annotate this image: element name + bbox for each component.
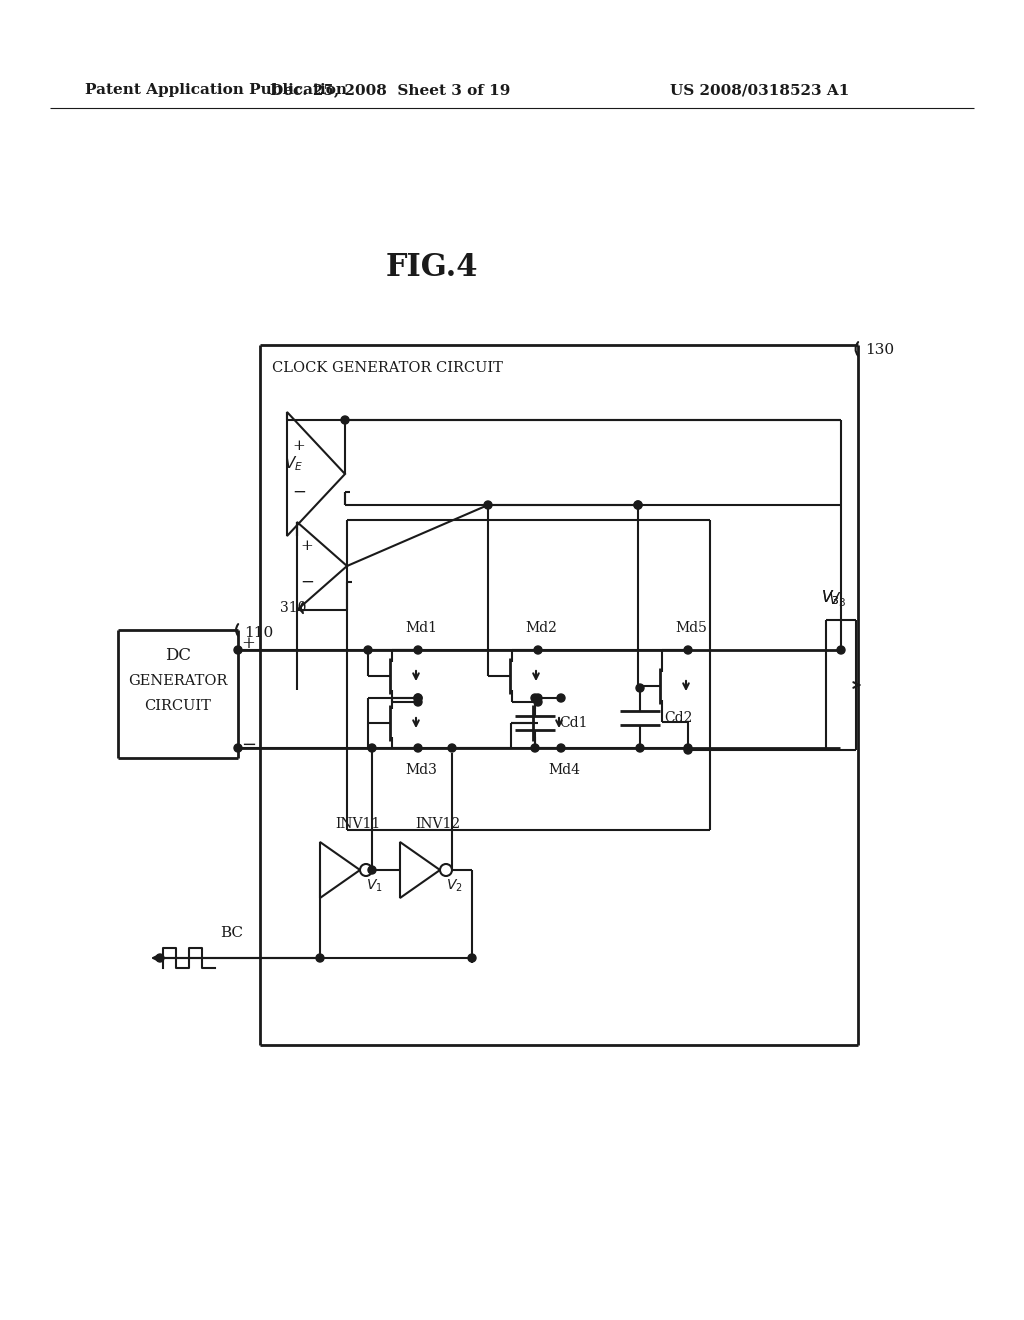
Text: Md3: Md3 xyxy=(406,763,437,777)
Circle shape xyxy=(368,866,376,874)
Circle shape xyxy=(234,645,242,653)
Text: −: − xyxy=(241,737,256,754)
Text: Patent Application Publication: Patent Application Publication xyxy=(85,83,347,96)
Circle shape xyxy=(636,684,644,692)
Text: +: + xyxy=(241,635,255,652)
Text: Md4: Md4 xyxy=(548,763,580,777)
Circle shape xyxy=(364,645,372,653)
Circle shape xyxy=(414,744,422,752)
Text: −: − xyxy=(300,573,314,590)
Text: $V_E$: $V_E$ xyxy=(284,454,303,474)
Circle shape xyxy=(684,744,692,752)
Text: Cd2: Cd2 xyxy=(664,711,692,725)
Circle shape xyxy=(449,744,456,752)
Circle shape xyxy=(557,744,565,752)
Text: Md2: Md2 xyxy=(525,620,557,635)
Text: GENERATOR: GENERATOR xyxy=(128,675,227,688)
Circle shape xyxy=(360,865,372,876)
Text: CLOCK GENERATOR CIRCUIT: CLOCK GENERATOR CIRCUIT xyxy=(272,360,503,375)
Circle shape xyxy=(534,645,542,653)
Text: INV12: INV12 xyxy=(415,817,460,832)
Text: Dec. 25, 2008  Sheet 3 of 19: Dec. 25, 2008 Sheet 3 of 19 xyxy=(269,83,510,96)
Circle shape xyxy=(634,502,642,510)
Text: 110: 110 xyxy=(244,626,273,640)
Circle shape xyxy=(414,645,422,653)
Circle shape xyxy=(557,694,565,702)
Circle shape xyxy=(414,694,422,702)
Circle shape xyxy=(634,502,642,510)
Circle shape xyxy=(484,502,492,510)
Circle shape xyxy=(837,645,845,653)
Circle shape xyxy=(156,954,164,962)
Text: 310: 310 xyxy=(280,601,306,615)
Text: $V_3$: $V_3$ xyxy=(828,590,846,610)
Text: Cd1: Cd1 xyxy=(559,715,588,730)
Text: $V_2$: $V_2$ xyxy=(446,878,463,895)
Circle shape xyxy=(341,416,349,424)
Circle shape xyxy=(531,744,539,752)
Circle shape xyxy=(316,954,324,962)
Circle shape xyxy=(440,865,452,876)
Circle shape xyxy=(414,694,422,702)
Text: DC: DC xyxy=(165,648,191,664)
Text: Md1: Md1 xyxy=(406,620,437,635)
Circle shape xyxy=(534,698,542,706)
Circle shape xyxy=(414,698,422,706)
Text: CIRCUIT: CIRCUIT xyxy=(144,700,211,713)
Text: $V_3$: $V_3$ xyxy=(821,589,840,607)
Text: INV11: INV11 xyxy=(335,817,380,832)
Circle shape xyxy=(684,746,692,754)
Text: +: + xyxy=(293,440,305,453)
Text: $V_3$: $V_3$ xyxy=(821,589,840,607)
Circle shape xyxy=(531,694,539,702)
Circle shape xyxy=(234,744,242,752)
Text: BC: BC xyxy=(220,927,243,940)
Text: FIG.4: FIG.4 xyxy=(386,252,478,284)
Circle shape xyxy=(534,694,542,702)
Text: US 2008/0318523 A1: US 2008/0318523 A1 xyxy=(671,83,850,96)
Text: Md5: Md5 xyxy=(675,620,707,635)
Circle shape xyxy=(636,744,644,752)
Circle shape xyxy=(684,645,692,653)
Circle shape xyxy=(368,744,376,752)
Circle shape xyxy=(468,954,476,962)
Text: 130: 130 xyxy=(865,343,894,356)
Text: $V_1$: $V_1$ xyxy=(366,878,383,895)
Text: −: − xyxy=(292,483,306,500)
Text: +: + xyxy=(301,539,313,553)
